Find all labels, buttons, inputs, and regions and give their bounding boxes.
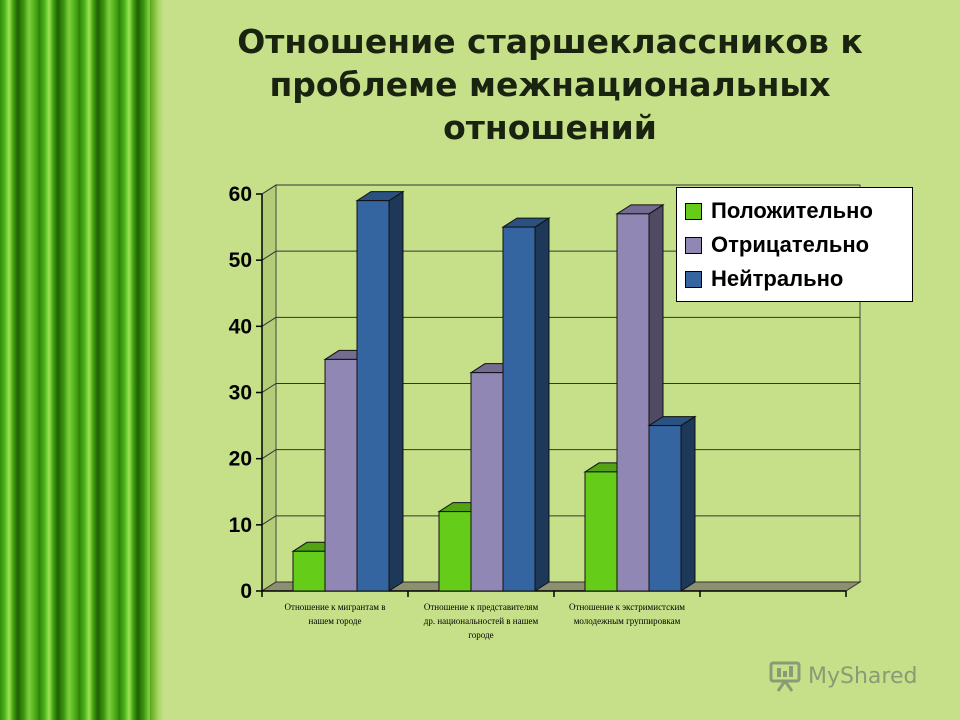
y-tick-label: 40 [229, 315, 252, 338]
bar-side [388, 190, 404, 592]
bar [616, 213, 650, 592]
x-category-label: Отношение к представителям [424, 602, 539, 612]
decorative-green-stripe [0, 0, 160, 720]
gridline-side [261, 250, 277, 261]
y-tick-label: 10 [229, 514, 252, 537]
bar [648, 425, 682, 592]
y-tick-label: 60 [229, 183, 252, 206]
legend-item-positive: Положительно [685, 196, 873, 226]
legend-item-neutral: Нейтрально [685, 264, 843, 294]
decorative-stripe-edge [150, 0, 164, 720]
bar-side [680, 415, 696, 592]
bar [438, 511, 472, 592]
x-category-label: городе [468, 630, 493, 640]
legend-label-positive: Положительно [711, 198, 873, 223]
gridline-side [261, 316, 277, 327]
bar [584, 471, 618, 592]
bar [502, 226, 536, 592]
bar [470, 372, 504, 592]
bar [356, 200, 390, 592]
y-tick-label: 30 [229, 382, 252, 405]
legend-swatch-negative [685, 236, 702, 254]
chart-legend: Положительно Отрицательно Нейтрально [676, 187, 913, 302]
legend-swatch-neutral [685, 270, 702, 288]
y-tick-label: 50 [229, 249, 252, 272]
x-category-label: Отношение к мигрантам в [285, 602, 386, 612]
legend-swatch-positive [685, 202, 702, 220]
bar [324, 358, 358, 592]
gridline-side [261, 515, 277, 526]
legend-label-neutral: Нейтрально [711, 266, 844, 291]
presentation-icon [769, 661, 801, 692]
y-tick-label: 0 [240, 580, 252, 603]
x-category-label: др. национальностей в нашем [424, 616, 539, 626]
watermark-text: MyShared [808, 663, 918, 689]
bar-side [534, 217, 550, 592]
gridline-side [261, 383, 277, 393]
gridline-side [261, 449, 277, 460]
gridline-side [261, 184, 277, 195]
legend-label-negative: Отрицательно [711, 232, 870, 257]
x-category-label: молодежным группировкам [574, 616, 681, 626]
x-category-label: Отношение к экстримистским [569, 602, 685, 612]
y-tick-label: 20 [229, 448, 252, 471]
watermark: MyShared [768, 656, 917, 696]
bar [292, 550, 326, 592]
x-category-label: нашем городе [309, 616, 362, 626]
legend-item-negative: Отрицательно [685, 230, 869, 260]
slide-title: Отношение старшеклассников к проблеме ме… [237, 22, 863, 147]
